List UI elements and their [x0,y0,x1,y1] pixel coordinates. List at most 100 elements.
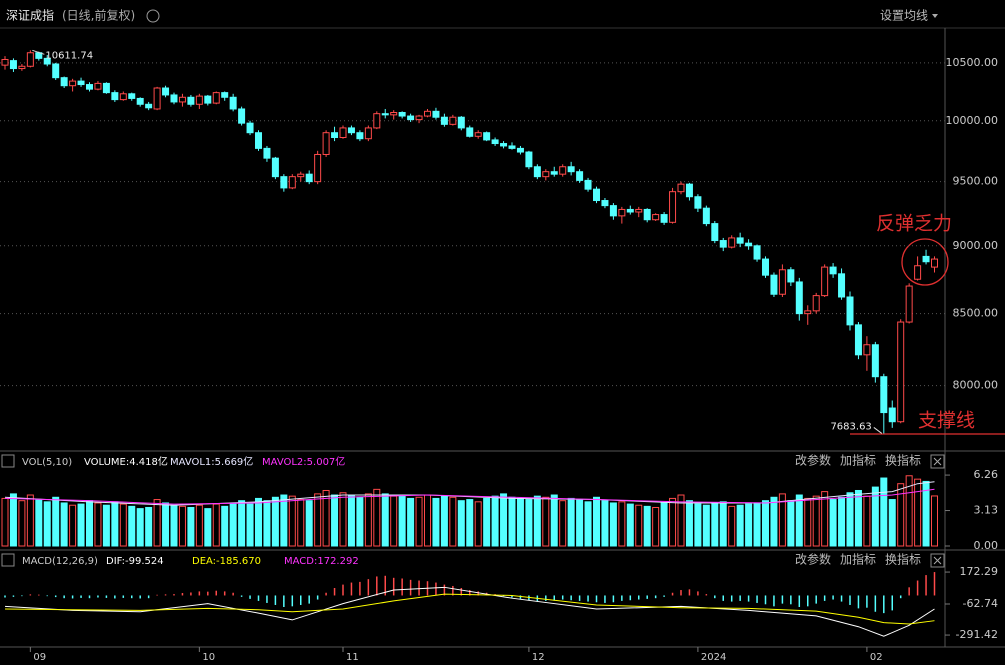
candle-body [314,153,322,183]
panel-button[interactable]: 改参数 [795,453,831,468]
x-tick-label: 12 [532,652,545,663]
volume-bar [449,496,457,547]
candle-body [69,80,77,87]
candle-body [297,173,305,178]
volume-bar [331,494,339,547]
candle-body [381,113,389,116]
candle-body [660,214,668,223]
volume-bar [829,499,837,547]
candle-body [390,111,398,116]
volume-bar [736,504,744,547]
x-tick-label: 09 [33,652,46,663]
candle-body [559,166,567,175]
indicator-line [4,488,935,505]
volume-bar [609,502,617,547]
panel-button[interactable]: 换指标 [885,453,921,468]
help-icon[interactable] [1,553,15,567]
candle-body [145,103,153,109]
volume-bar [888,499,896,547]
volume-bar [246,503,254,547]
volume-bar [288,495,296,547]
candle-body [516,147,524,153]
volume-bar [94,502,102,547]
legend-value: DEA:-185.670 [192,556,261,567]
pointer [873,427,883,434]
candle-body [170,94,178,103]
volume-bar [111,501,119,547]
volume-bar [474,501,482,547]
volume-bar [702,504,710,547]
candle-body [407,115,415,121]
volume-bar [897,483,905,547]
panel-button[interactable]: 加指标 [840,453,876,468]
candle-body [593,188,600,202]
candle-body [812,295,820,312]
candle-body [702,207,710,225]
indicator-line [4,481,935,506]
volume-bar [424,494,431,547]
candle-body [728,237,736,248]
volume-bar [601,500,609,547]
volume-bar [593,496,600,547]
candle-body [880,376,888,414]
candle-body [339,127,347,139]
candle-body [347,127,355,134]
candle-body [457,116,465,129]
y-tick-label: 9500.00 [953,175,999,188]
y-tick-label: 10500.00 [946,56,999,69]
candle-body [694,196,702,209]
candle-body [305,173,313,183]
volume-bar [415,496,423,547]
candle-body [787,269,795,283]
volume-bar [762,500,769,547]
y-tick-label: 172.29 [960,565,999,578]
candle-body [424,110,431,117]
legend-value: MAVOL1:5.669亿 [170,455,253,468]
legend-value: MACD:172.292 [284,556,359,567]
panel-button[interactable]: 加指标 [840,552,876,567]
volume-bar [136,508,144,547]
candle-body [466,127,474,137]
volume-bar [804,497,812,547]
y-tick-label: 9000.00 [953,239,999,252]
volume-bar [550,494,558,547]
settings-icon[interactable] [146,9,160,23]
panel-title: VOL(5,10) [22,457,72,468]
candle-body [635,208,643,213]
volume-bar [69,504,77,547]
volume-bar [457,500,465,547]
annotation: 支撑线 [918,410,975,432]
volume-bar [812,495,820,547]
panel-button[interactable]: 改参数 [795,552,831,567]
candle-body [576,171,584,181]
close-button[interactable] [930,454,945,469]
volume-bar [77,503,85,547]
candle-body [711,223,719,242]
volume-bar [238,500,246,547]
volume-bar [787,500,795,547]
ma-button[interactable]: 设置均线 [880,9,928,23]
candle-body [212,92,220,104]
candle-body [221,92,229,98]
volume-bar [9,493,17,547]
volume-bar [43,501,51,547]
candle-body [584,179,592,190]
volume-bar [567,497,575,547]
x-tick-label: 02 [870,652,883,663]
volume-bar [677,494,685,547]
volume-bar [195,504,203,547]
volume-bar [838,496,846,547]
candle-body [187,96,195,105]
close-button[interactable] [930,553,945,568]
candle-body [745,242,753,247]
candle-body [804,310,812,315]
close-icon [933,457,942,466]
volume-bar [119,503,127,547]
help-icon[interactable] [1,454,15,468]
y-tick-label: -62.74 [963,597,998,610]
candle-body [897,321,905,423]
panel-button[interactable]: 换指标 [885,552,921,567]
candle-body [888,407,896,423]
candle-body [846,296,854,326]
volume-bar [500,493,508,547]
